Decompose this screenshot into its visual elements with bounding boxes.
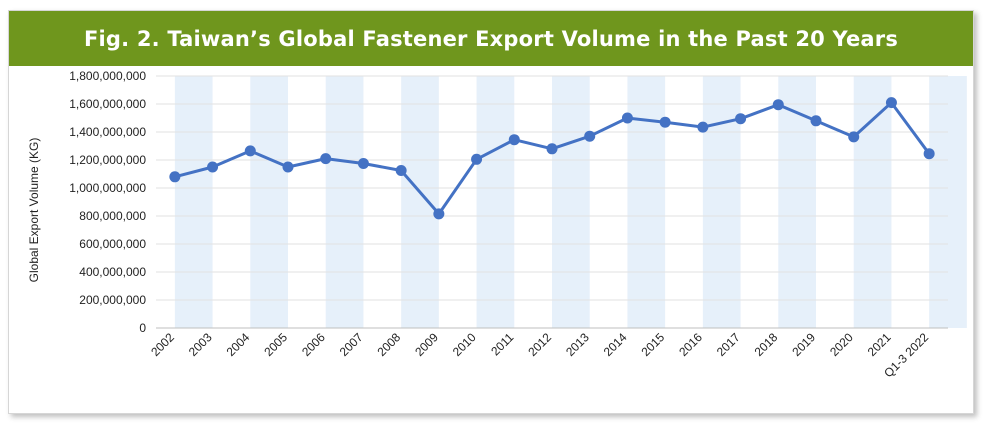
y-axis-label: Global Export Volume (KG) — [27, 138, 41, 283]
y-tick-label: 1,400,000,000 — [69, 125, 146, 139]
data-point — [433, 208, 445, 220]
x-tick-label: 2011 — [488, 330, 516, 358]
category-band — [627, 76, 666, 328]
x-tick-label: 2003 — [186, 330, 215, 359]
data-point — [848, 131, 860, 143]
x-tick-label: 2009 — [412, 330, 441, 359]
x-tick-label: 2017 — [714, 330, 743, 359]
data-point — [697, 121, 709, 133]
data-point — [546, 143, 558, 155]
x-tick-label: 2020 — [827, 330, 856, 359]
x-tick-label: 2021 — [865, 330, 894, 359]
category-band — [174, 76, 213, 328]
y-tick-label: 1,800,000,000 — [69, 69, 146, 83]
category-band — [929, 76, 967, 328]
x-tick-label: 2014 — [601, 330, 630, 359]
category-band — [552, 76, 590, 328]
data-point — [244, 145, 256, 157]
x-tick-label: 2002 — [148, 330, 177, 359]
x-tick-label: 2004 — [224, 330, 253, 359]
x-tick-label: 2016 — [676, 330, 705, 359]
y-tick-label: 400,000,000 — [79, 265, 146, 279]
data-point — [621, 112, 633, 124]
x-tick-label: 2008 — [374, 330, 403, 359]
data-point — [772, 99, 784, 111]
data-point — [923, 148, 935, 160]
y-tick-label: 800,000,000 — [79, 209, 146, 223]
category-band — [401, 76, 439, 328]
category-band — [702, 76, 741, 328]
data-point — [508, 134, 520, 146]
data-point — [471, 153, 483, 165]
data-point — [659, 116, 671, 128]
y-tick-label: 200,000,000 — [79, 293, 146, 307]
category-band — [325, 76, 364, 328]
y-tick-label: 1,000,000,000 — [69, 181, 146, 195]
x-tick-label: 2005 — [261, 330, 290, 359]
y-tick-label: 0 — [139, 321, 146, 335]
chart-title: Fig. 2. Taiwan’s Global Fastener Export … — [83, 26, 899, 51]
y-tick-label: 1,200,000,000 — [69, 153, 146, 167]
category-band — [250, 76, 288, 328]
data-point — [282, 161, 294, 173]
data-point — [810, 115, 822, 127]
chart-title-bar: Fig. 2. Taiwan’s Global Fastener Export … — [9, 11, 973, 66]
data-point — [735, 113, 747, 125]
x-tick-label: 2018 — [752, 330, 781, 359]
x-tick-label: 2015 — [638, 330, 667, 359]
x-tick-label: 2013 — [563, 330, 592, 359]
category-band — [853, 76, 892, 328]
data-point — [169, 171, 181, 183]
data-point — [320, 153, 332, 165]
x-tick-label: 2007 — [337, 330, 366, 359]
x-tick-label: 2019 — [789, 330, 818, 359]
x-tick-label: 2010 — [450, 330, 479, 359]
data-point — [584, 130, 596, 142]
data-point — [357, 158, 369, 169]
category-band — [476, 76, 515, 328]
data-point — [395, 165, 407, 176]
data-point — [885, 97, 897, 109]
y-tick-label: 1,600,000,000 — [69, 97, 146, 111]
x-tick-label: 2006 — [299, 330, 328, 359]
x-tick-label: 2012 — [525, 330, 554, 359]
y-tick-label: 600,000,000 — [79, 237, 146, 251]
data-point — [207, 161, 219, 173]
